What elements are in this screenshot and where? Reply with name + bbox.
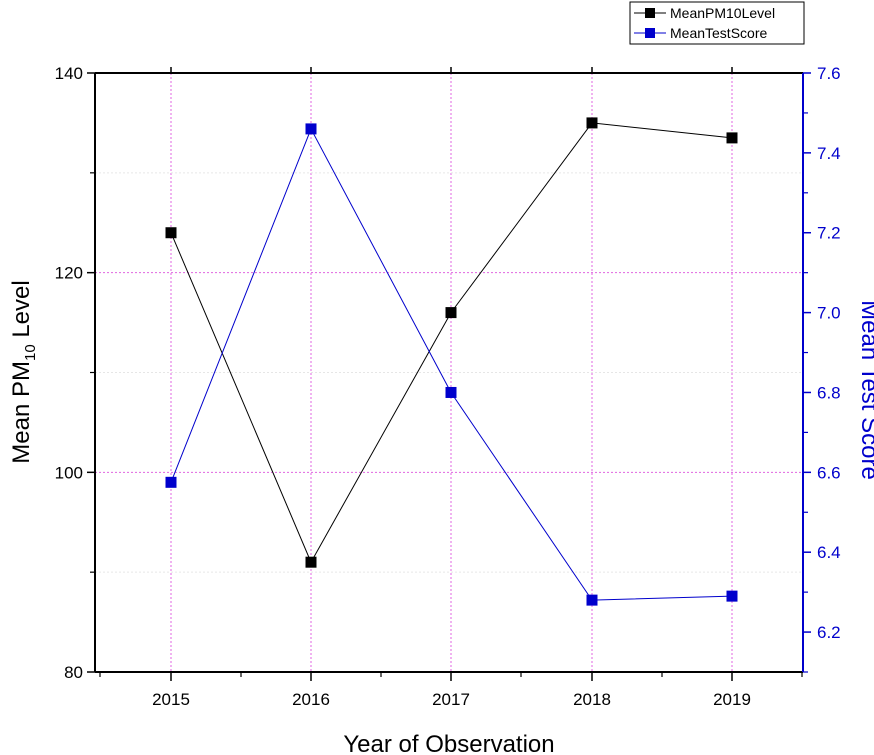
y-right-axis-title: Mean Test Score xyxy=(856,300,874,480)
axes xyxy=(87,67,811,681)
y-left-title-suffix: Level xyxy=(8,280,35,344)
point-MeanPM10Level-2018 xyxy=(586,117,598,129)
point-MeanPM10Level-2019 xyxy=(726,132,738,144)
grid xyxy=(95,73,803,672)
legend-marker-MeanPM10Level xyxy=(645,8,655,18)
x-tick-label-2016: 2016 xyxy=(292,690,330,709)
y-right-tick-label-6.8: 6.8 xyxy=(817,383,841,402)
y-left-tick-label-140: 140 xyxy=(55,64,83,83)
point-MeanPM10Level-2017 xyxy=(445,307,457,319)
legend-label-MeanPM10Level: MeanPM10Level xyxy=(670,5,775,21)
y-right-tick-label-7.2: 7.2 xyxy=(817,224,841,243)
y-left-axis-title: Mean PM10 Level xyxy=(8,280,39,463)
point-MeanTestScore-2015 xyxy=(165,476,177,488)
point-MeanTestScore-2016 xyxy=(305,123,317,135)
legend-marker-MeanTestScore xyxy=(645,28,655,38)
y-left-tick-label-100: 100 xyxy=(55,463,83,482)
x-tick-label-2018: 2018 xyxy=(573,690,611,709)
y-right-tick-label-6.4: 6.4 xyxy=(817,543,841,562)
y-left-tick-label-120: 120 xyxy=(55,264,83,283)
point-MeanTestScore-2017 xyxy=(445,386,457,398)
series xyxy=(165,117,738,606)
y-left-title-subscript: 10 xyxy=(22,344,39,361)
y-right-tick-label-7.4: 7.4 xyxy=(817,144,841,163)
x-axis-title: Year of Observation xyxy=(343,731,554,755)
point-MeanTestScore-2018 xyxy=(586,594,598,606)
x-tick-label-2017: 2017 xyxy=(432,690,470,709)
legend-label-MeanTestScore: MeanTestScore xyxy=(670,25,767,41)
legend-box xyxy=(629,1,805,45)
legend: MeanPM10Level MeanTestScore xyxy=(629,1,805,45)
point-MeanTestScore-2019 xyxy=(726,590,738,602)
point-MeanPM10Level-2016 xyxy=(305,556,317,568)
y-right-tick-label-7.6: 7.6 xyxy=(817,64,841,83)
point-MeanPM10Level-2015 xyxy=(165,227,177,239)
y-right-tick-label-6.6: 6.6 xyxy=(817,463,841,482)
y-left-tick-label-80: 80 xyxy=(64,663,83,682)
y-left-title-main: Mean PM xyxy=(8,361,35,464)
y-right-tick-label-7.0: 7.0 xyxy=(817,304,841,323)
y-right-tick-label-6.2: 6.2 xyxy=(817,623,841,642)
x-tick-label-2019: 2019 xyxy=(713,690,751,709)
axis-labels: 2015 2016 2017 2018 2019 80 100 120 140 6.2 6.4 6.6… xyxy=(8,64,874,755)
x-tick-label-2015: 2015 xyxy=(152,690,190,709)
